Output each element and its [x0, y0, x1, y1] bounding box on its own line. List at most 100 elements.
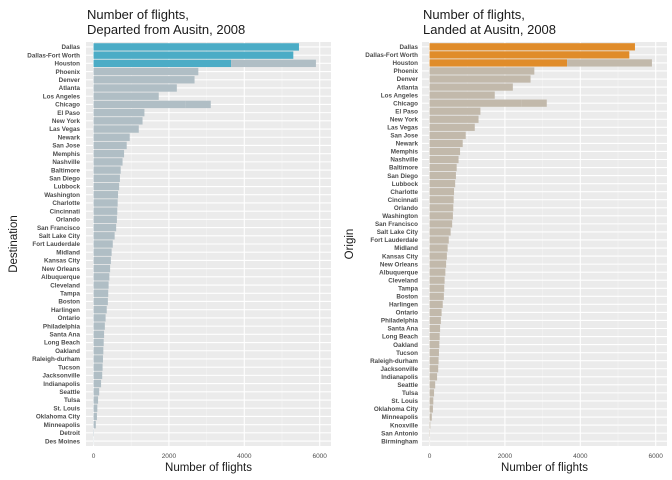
y-tick-label: Kansas City: [382, 253, 419, 260]
y-tick-label: Salt Lake City: [39, 233, 81, 240]
y-tick-label: Atlanta: [59, 85, 81, 92]
bar-washington: [429, 212, 453, 220]
y-tick-label: Detroit: [60, 430, 81, 437]
y-tick-label: Cleveland: [388, 277, 418, 284]
bar-phoenix: [429, 67, 535, 75]
bar-fort-lauderdale: [429, 236, 449, 244]
bar-newark: [429, 139, 463, 148]
bar-cincinnati: [429, 196, 454, 204]
y-axis-title: Destination: [8, 215, 20, 273]
bar-albuquerque: [429, 268, 446, 276]
bar-oklahoma-city: [93, 412, 97, 421]
bar-washington: [93, 191, 119, 199]
y-tick-label: Midland: [56, 249, 80, 256]
y-tick-label: Long Beach: [382, 334, 418, 341]
y-tick-label: Baltimore: [389, 165, 419, 172]
bar-indianapolis: [429, 373, 438, 381]
bar-jacksonville: [429, 365, 439, 373]
x-tick-label: 2000: [162, 453, 177, 460]
y-tick-label: Lubbock: [392, 181, 419, 188]
bar-san-francisco: [429, 220, 453, 228]
bar-new-orleans: [93, 264, 111, 273]
y-tick-label: Tulsa: [402, 390, 418, 397]
bar-stacked-chicago: [185, 100, 211, 109]
y-tick-label: Raleigh-durham: [370, 358, 418, 365]
x-tick-label: 4000: [237, 453, 252, 460]
bar-raleigh-durham: [429, 357, 439, 365]
bar-new-york: [93, 117, 143, 125]
y-tick-label: San Jose: [390, 133, 418, 140]
bar-santa-ana: [93, 330, 105, 339]
bar-midland: [93, 248, 112, 256]
bar-tampa: [93, 289, 109, 297]
y-tick-label: El Paso: [57, 110, 80, 117]
y-tick-label: San Francisco: [37, 225, 80, 232]
y-tick-label: New York: [390, 116, 419, 123]
bar-dallas-fort-worth: [429, 51, 630, 59]
y-tick-label: Newark: [396, 141, 419, 148]
y-tick-label: Baltimore: [51, 167, 81, 174]
bar-lubbock: [429, 180, 456, 188]
bar-raleigh-durham: [93, 355, 103, 363]
bar-boston: [93, 297, 108, 306]
bar-tucson: [429, 349, 439, 357]
y-tick-label: Jacksonville: [43, 373, 81, 380]
y-tick-label: Fort Lauderdale: [32, 241, 80, 248]
y-tick-label: Charlotte: [390, 189, 418, 196]
bar-philadelphia: [429, 316, 441, 325]
bar-nashville: [93, 158, 123, 166]
y-tick-label: St. Louis: [391, 398, 418, 405]
bar-ontario: [93, 314, 106, 322]
bar-cleveland: [429, 276, 445, 284]
y-tick-label: Kansas City: [44, 258, 81, 265]
bar-charlotte: [93, 199, 118, 207]
y-tick-label: Dallas: [61, 44, 80, 51]
y-tick-label: Tampa: [60, 290, 80, 297]
bar-memphis: [429, 147, 461, 156]
y-tick-label: Long Beach: [44, 340, 80, 347]
x-tick-label: 0: [428, 453, 432, 460]
bar-oakland: [429, 340, 440, 349]
y-tick-label: Phoenix: [394, 68, 419, 75]
bar-atlanta: [93, 84, 177, 92]
y-tick-label: Jacksonville: [381, 366, 419, 373]
bar-el-paso: [93, 108, 145, 117]
bar-atlanta: [429, 83, 513, 91]
bar-kansas-city: [429, 252, 447, 260]
y-tick-label: Philadelphia: [381, 318, 419, 325]
bar-albuquerque: [93, 273, 110, 281]
bar-cleveland: [93, 281, 109, 289]
bar-stacked-chicago: [521, 99, 547, 107]
bar-newark: [93, 133, 130, 141]
bar-houston: [93, 59, 232, 68]
y-tick-label: Cincinnati: [388, 197, 419, 204]
bar-denver: [429, 75, 531, 83]
x-axis-title: Number of flights: [501, 462, 588, 474]
bar-salt-lake-city: [429, 228, 451, 236]
bar-stacked-houston: [231, 59, 316, 68]
y-tick-label: Albuquerque: [41, 274, 80, 281]
bar-orlando: [93, 215, 117, 224]
bar-dallas: [93, 43, 299, 51]
bar-denver: [93, 76, 195, 84]
y-tick-label: Minneapolis: [44, 422, 81, 429]
y-tick-label: Chicago: [55, 102, 80, 109]
bar-san-diego: [429, 171, 456, 180]
bar-san-diego: [93, 174, 120, 183]
bar-salt-lake-city: [93, 232, 115, 240]
bar-tucson: [93, 363, 103, 371]
y-tick-label: Oklahoma City: [374, 406, 419, 413]
y-tick-label: Las Vegas: [49, 126, 80, 133]
bar-st-louis: [429, 397, 434, 405]
x-tick-label: 0: [92, 453, 96, 460]
bar-knoxville: [429, 421, 431, 429]
y-tick-label: Oakland: [393, 342, 418, 349]
chart-title-line: Number of flights,: [423, 7, 525, 22]
bar-cincinnati: [93, 207, 118, 215]
y-tick-label: Newark: [58, 134, 81, 141]
bar-orlando: [429, 204, 454, 212]
bar-chicago: [93, 100, 186, 109]
y-tick-label: New Orleans: [42, 266, 81, 273]
y-tick-label: Albuquerque: [379, 269, 418, 276]
